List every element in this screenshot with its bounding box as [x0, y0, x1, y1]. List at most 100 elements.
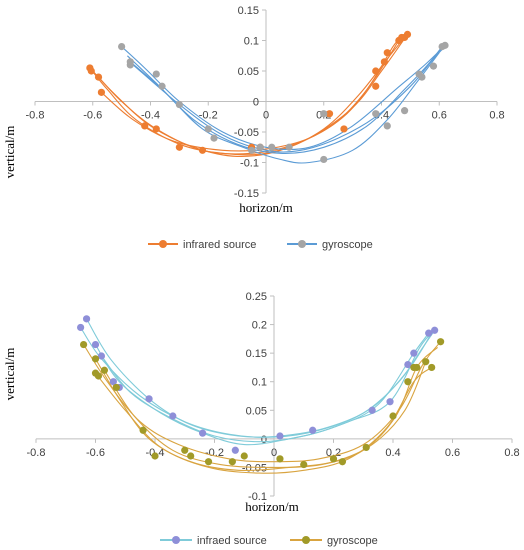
- data-point: [403, 30, 412, 38]
- data-point: [300, 460, 308, 469]
- data-point: [320, 155, 328, 164]
- data-point: [404, 360, 412, 369]
- axes: -0.8-0.6-0.4-0.200.20.40.60.80.150.10.05…: [26, 5, 505, 200]
- data-point: [362, 443, 370, 452]
- data-point: [145, 395, 153, 403]
- y-tick-label: 0.2: [252, 320, 267, 332]
- markers-gyroscope: [80, 338, 445, 469]
- y-axis-title: vertical/m: [2, 348, 17, 401]
- data-point: [175, 143, 183, 151]
- trajectory-line: [132, 46, 446, 153]
- data-point: [340, 125, 348, 133]
- y-tick-label: -0.05: [242, 462, 267, 474]
- data-point: [87, 67, 95, 75]
- legend-label-infraed-source: infraed source: [197, 535, 267, 547]
- axes: -0.8-0.6-0.4-0.200.20.40.60.80.250.20.15…: [27, 291, 520, 503]
- y-tick-label: 0.15: [246, 348, 267, 360]
- data-point: [401, 107, 409, 115]
- data-point: [231, 446, 239, 454]
- series-infraed-source: [80, 318, 436, 446]
- data-point: [126, 58, 134, 66]
- data-point: [94, 73, 103, 81]
- trajectory-line: [103, 346, 438, 468]
- legend-marker-gyroscope: [302, 536, 310, 544]
- x-tick-label: -0.4: [141, 110, 160, 122]
- data-point: [199, 429, 207, 437]
- legend-marker-infrared-source: [159, 240, 167, 248]
- legend-label-infrared-source: infrared source: [183, 239, 256, 251]
- data-point: [413, 363, 421, 372]
- x-tick-label: 0: [271, 447, 277, 459]
- trajectory-line: [95, 332, 430, 446]
- data-point: [77, 323, 85, 332]
- data-point: [338, 458, 347, 466]
- data-point: [91, 355, 100, 363]
- x-tick-label: 0.4: [385, 447, 400, 459]
- series-gyroscope: [121, 45, 446, 164]
- data-point: [112, 383, 120, 392]
- trajectory-line: [86, 318, 433, 438]
- data-point: [276, 432, 284, 440]
- y-tick-label: 0.25: [246, 291, 267, 303]
- data-point: [410, 349, 418, 357]
- x-tick-label: -0.2: [199, 110, 218, 122]
- y-tick-label: -0.1: [240, 158, 259, 170]
- data-point: [97, 352, 106, 360]
- data-point: [309, 426, 317, 434]
- x-tick-label: -0.2: [205, 447, 224, 459]
- data-point: [276, 455, 284, 463]
- data-point: [372, 110, 380, 118]
- trajectory-line: [101, 329, 436, 443]
- data-point: [389, 412, 397, 420]
- data-point: [441, 41, 449, 49]
- legend-label-gyroscope: gyroscope: [327, 535, 378, 547]
- data-point: [268, 143, 276, 151]
- y-tick-label: 0.1: [252, 377, 267, 389]
- data-point: [404, 378, 412, 386]
- x-tick-label: 0.6: [432, 110, 447, 122]
- data-point: [94, 372, 103, 380]
- data-point: [383, 122, 391, 130]
- data-point: [320, 110, 328, 118]
- data-point: [422, 358, 430, 366]
- data-point: [141, 122, 149, 130]
- data-point: [325, 110, 334, 118]
- data-point: [372, 82, 380, 90]
- data-point: [80, 340, 88, 349]
- x-tick-label: 0.8: [489, 110, 504, 122]
- data-point: [329, 455, 338, 463]
- data-point: [187, 452, 195, 460]
- x-tick-label: -0.6: [83, 110, 102, 122]
- data-point: [175, 100, 183, 109]
- x-tick-label: 0.8: [504, 447, 519, 459]
- data-point: [228, 458, 236, 466]
- x-tick-label: 0.2: [326, 447, 341, 459]
- data-point: [380, 58, 388, 66]
- data-point: [372, 67, 380, 75]
- y-tick-label: 0.1: [244, 36, 259, 48]
- y-tick-label: 0: [253, 97, 259, 109]
- legend: infrared source gyroscope: [148, 239, 373, 251]
- y-tick-label: 0.05: [238, 66, 259, 78]
- data-point: [158, 82, 166, 90]
- chart-top-trajectories: horizon/m vertical/m infrared source gyr…: [2, 5, 505, 251]
- data-point: [425, 329, 433, 337]
- data-point: [100, 366, 109, 374]
- data-point: [198, 146, 207, 154]
- legend-marker-infraed-source: [172, 536, 180, 544]
- x-tick-label: 0.6: [445, 447, 460, 459]
- data-point: [181, 446, 189, 454]
- y-axis-title: vertical/m: [2, 126, 17, 179]
- data-point: [256, 143, 264, 151]
- legend: infraed source gyroscope: [160, 535, 378, 547]
- data-point: [386, 398, 394, 406]
- chart-bottom-trajectories: horizon/m vertical/m infraed source gyro…: [2, 291, 520, 547]
- trajectory-line: [129, 52, 440, 164]
- x-tick-label: -0.8: [26, 110, 45, 122]
- y-tick-label: -0.15: [234, 188, 259, 200]
- y-tick-label: 0: [261, 434, 267, 446]
- data-point: [139, 426, 147, 434]
- data-point: [169, 412, 177, 420]
- data-point: [240, 452, 248, 460]
